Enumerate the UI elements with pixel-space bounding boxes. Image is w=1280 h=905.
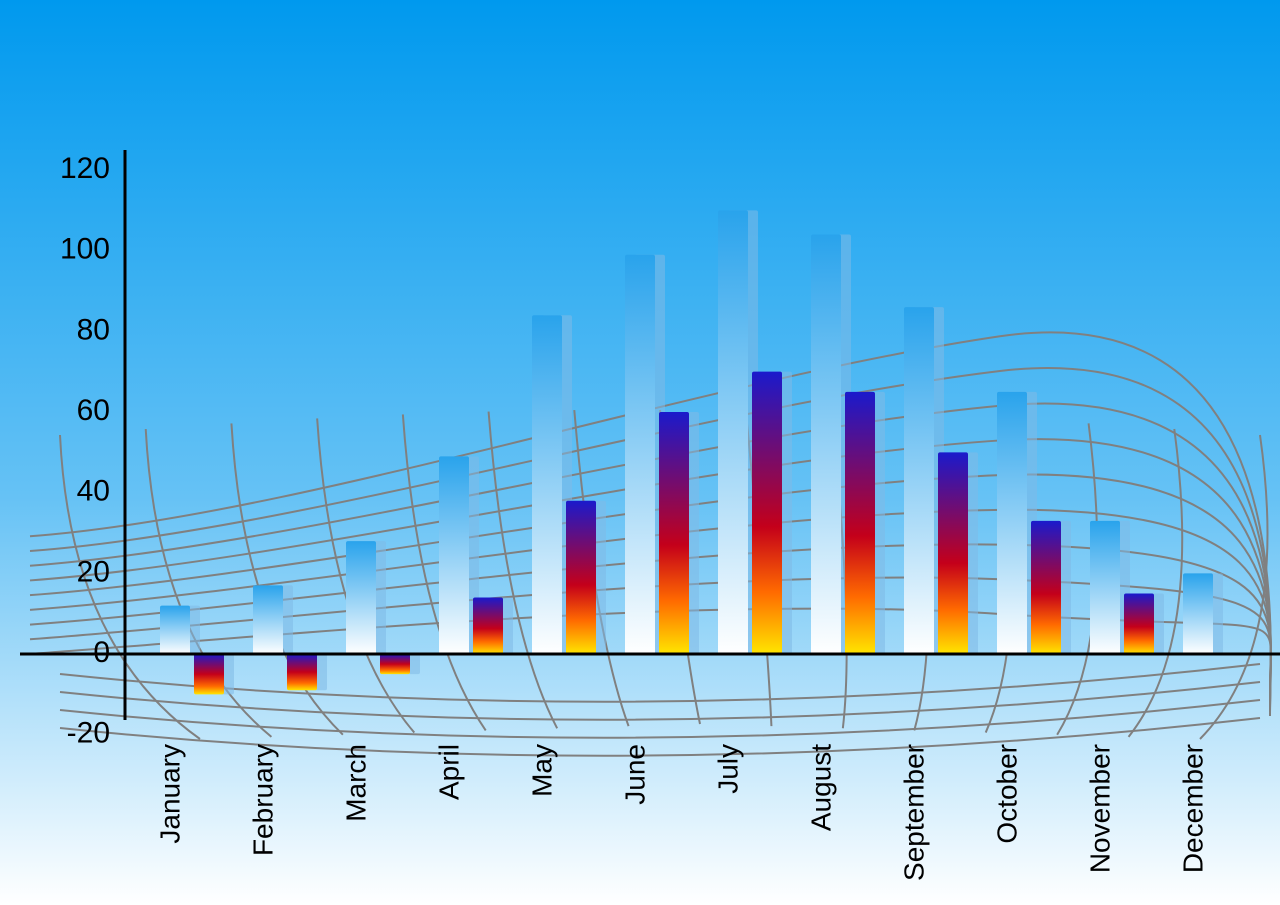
bar-blue (439, 456, 469, 654)
bar-blue (532, 315, 562, 654)
bar-fire (566, 501, 596, 654)
x-category-label: March (340, 744, 371, 822)
x-category-label: November (1084, 744, 1115, 873)
y-tick-label: 100 (60, 233, 110, 266)
x-category-label: February (247, 744, 278, 856)
bar-blue (718, 210, 748, 654)
bar-fire (938, 452, 968, 654)
x-category-label: May (526, 744, 557, 797)
bar-blue (997, 392, 1027, 654)
bar-blue (1183, 573, 1213, 654)
bar-fire (473, 598, 503, 654)
bar-blue (160, 606, 190, 654)
bar-blue (811, 235, 841, 654)
chart-container: -20 0 20 40 60 80 100 120 January February March A… (0, 0, 1280, 905)
bar-blue (904, 307, 934, 654)
y-tick-label: -20 (67, 717, 110, 750)
x-category-label: July (712, 744, 743, 794)
x-category-label: January (154, 744, 185, 844)
bar-fire (659, 412, 689, 654)
bar-fire (194, 654, 224, 694)
y-tick-label: 0 (93, 636, 110, 669)
bar-fire (380, 654, 410, 674)
y-tick-label: 60 (77, 394, 110, 427)
x-category-label: December (1177, 744, 1208, 873)
bar-fire (1124, 594, 1154, 655)
bar-fire (752, 372, 782, 654)
bar-blue (1090, 521, 1120, 654)
x-category-label: September (898, 744, 929, 881)
y-tick-label: 80 (77, 313, 110, 346)
x-category-label: April (433, 744, 464, 800)
bar-blue (625, 255, 655, 654)
monthly-bar-chart: -20 0 20 40 60 80 100 120 January February March A… (0, 0, 1280, 905)
bar-fire (287, 654, 317, 690)
x-category-label: June (619, 744, 650, 805)
bar-blue (253, 585, 283, 654)
x-category-label: August (805, 744, 836, 831)
bar-fire (1031, 521, 1061, 654)
y-tick-label: 120 (60, 152, 110, 185)
y-tick-label: 20 (77, 555, 110, 588)
bar-blue (346, 541, 376, 654)
y-tick-label: 40 (77, 475, 110, 508)
bar-fire (845, 392, 875, 654)
x-category-label: October (991, 744, 1022, 844)
